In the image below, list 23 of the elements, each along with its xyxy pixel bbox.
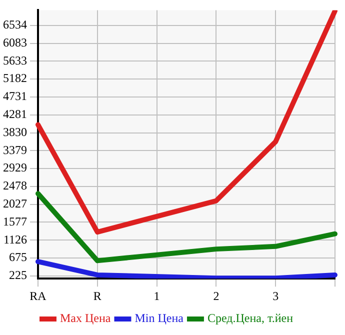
x-tick-label: R [93,288,102,303]
x-tick-label: 1 [154,288,160,303]
y-tick-label: 675 [9,250,27,264]
y-tick-label: 6534 [3,18,27,32]
y-tick-label: 2027 [3,196,27,211]
y-tick-label: 5182 [3,71,27,86]
y-tick-label: 3830 [3,124,27,139]
y-tick-label: 1126 [3,232,27,246]
y-tick-label: 4281 [3,107,27,122]
y-tick-label: 1577 [3,214,27,228]
y-tick-label: 5633 [3,53,27,68]
legend-label: Сред.Цена, т.йен [207,311,294,326]
legend-label: Min Цена [134,311,184,326]
x-tick-label: 3 [272,288,279,303]
y-tick-label: 3379 [3,142,27,157]
y-tick-label: 4731 [3,89,27,104]
y-tick-label: 2929 [3,160,27,175]
x-tick-label: RA [30,288,47,303]
x-tick-label: 2 [213,288,220,303]
legend-label: Max Цена [60,311,112,326]
y-tick-label: 225 [9,268,27,282]
y-tick-label: 6083 [3,35,27,50]
y-tick-label: 2478 [3,178,27,193]
